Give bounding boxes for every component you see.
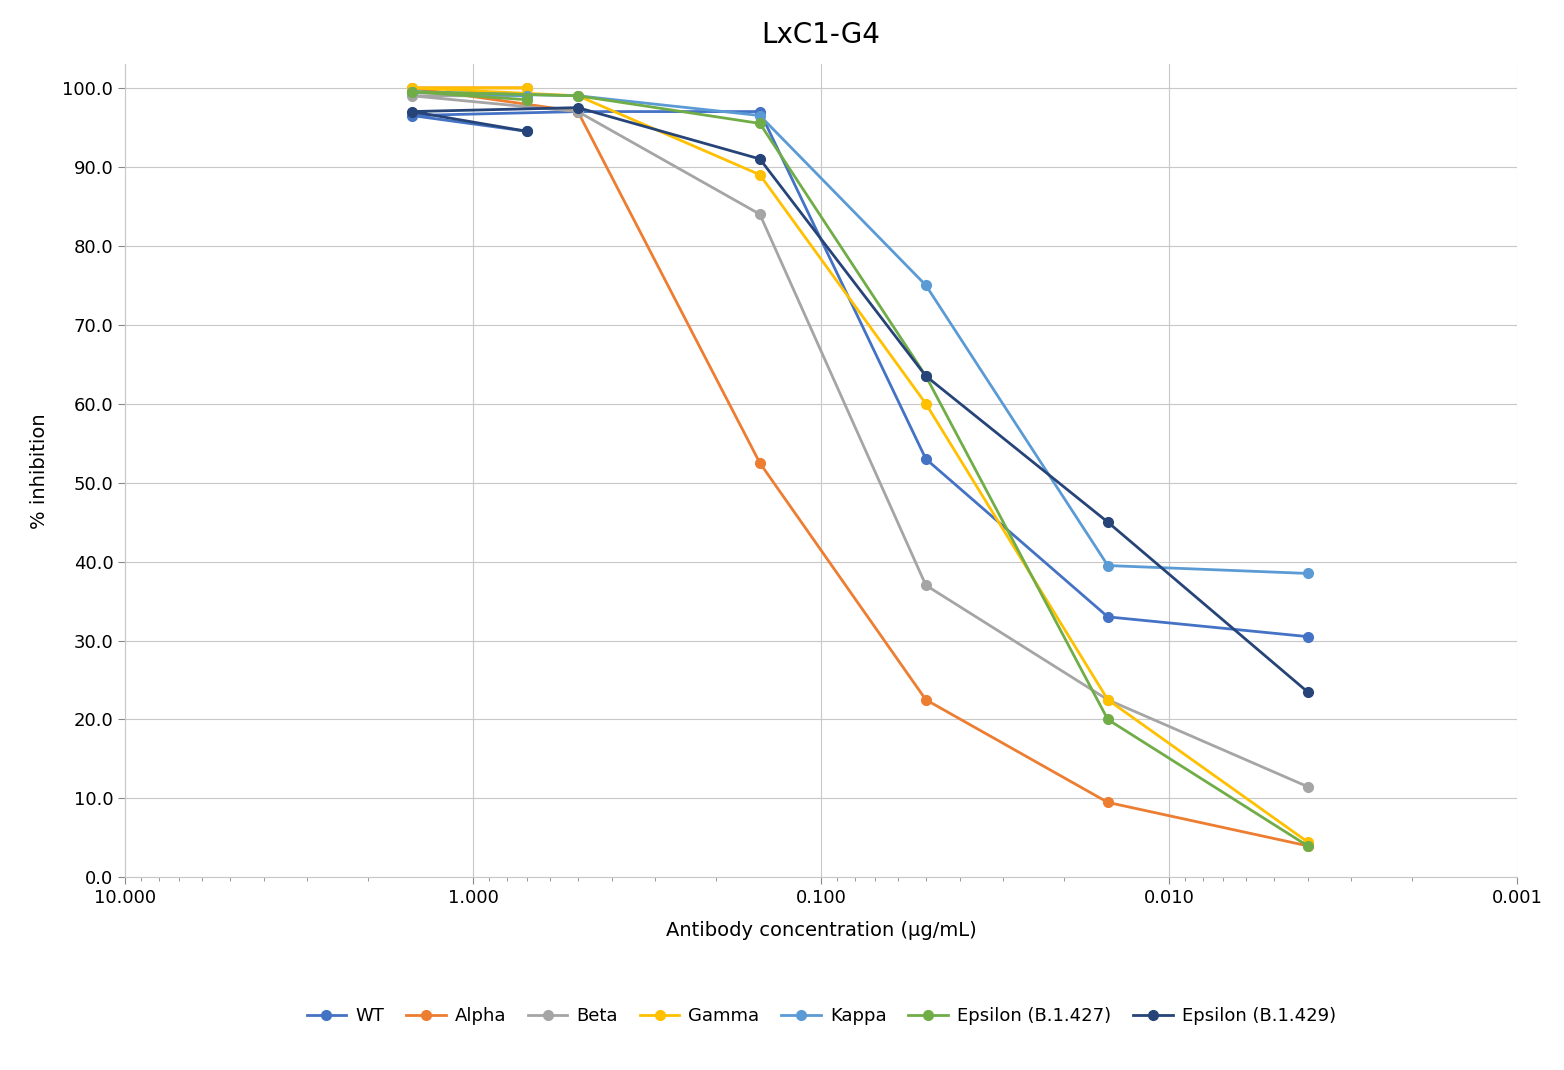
Line: Alpha: Alpha (407, 83, 1312, 851)
Kappa (1098, 560, 1117, 572)
Gamma (518, 81, 536, 94)
Epsilon (B.1.429) (518, 125, 536, 138)
Epsilon (B.1.429) (1298, 686, 1317, 699)
Line: Kappa: Kappa (407, 87, 1312, 578)
WT (402, 109, 421, 122)
Epsilon (B.1.427) (751, 117, 769, 129)
Epsilon (B.1.427) (402, 86, 421, 98)
Epsilon (B.1.427) (917, 369, 935, 382)
Gamma (1298, 836, 1317, 849)
Alpha (568, 105, 586, 118)
WT (568, 105, 586, 118)
Beta (518, 90, 536, 103)
Beta (1098, 693, 1117, 706)
Kappa (402, 86, 421, 98)
Alpha (402, 81, 421, 94)
Kappa (1298, 567, 1317, 580)
Kappa (751, 109, 769, 122)
WT (1098, 611, 1117, 624)
Gamma (917, 397, 935, 410)
Epsilon (B.1.429) (751, 153, 769, 166)
Beta (751, 208, 769, 220)
WT (751, 105, 769, 118)
Gamma (568, 90, 586, 103)
Title: LxC1-G4: LxC1-G4 (762, 21, 881, 49)
Beta (917, 579, 935, 592)
WT (1298, 630, 1317, 643)
Epsilon (B.1.429) (402, 105, 421, 118)
Line: Beta: Beta (407, 91, 1312, 792)
Line: WT: WT (407, 107, 1312, 641)
Epsilon (B.1.429) (568, 102, 586, 114)
Epsilon (B.1.429) (1098, 516, 1117, 529)
Alpha (917, 693, 935, 706)
Line: Epsilon (B.1.429): Epsilon (B.1.429) (407, 103, 1312, 697)
Kappa (568, 90, 586, 103)
WT (917, 453, 935, 465)
Alpha (1098, 796, 1117, 809)
Epsilon (B.1.427) (1298, 839, 1317, 852)
Epsilon (B.1.427) (568, 90, 586, 103)
Alpha (518, 81, 536, 94)
Beta (402, 90, 421, 103)
Epsilon (B.1.427) (1098, 713, 1117, 725)
Kappa (917, 279, 935, 292)
X-axis label: Antibody concentration (μg/mL): Antibody concentration (μg/mL) (666, 921, 976, 941)
Beta (1298, 780, 1317, 793)
Line: Epsilon (B.1.427): Epsilon (B.1.427) (407, 87, 1312, 851)
Alpha (1298, 839, 1317, 852)
Legend: WT, Alpha, Beta, Gamma, Kappa, Epsilon (B.1.427), Epsilon (B.1.429): WT, Alpha, Beta, Gamma, Kappa, Epsilon (… (299, 1000, 1343, 1033)
Beta (568, 105, 586, 118)
Gamma (751, 168, 769, 181)
WT (518, 125, 536, 138)
Line: Gamma: Gamma (407, 83, 1312, 846)
Y-axis label: % inhibition: % inhibition (30, 413, 48, 529)
Epsilon (B.1.429) (917, 369, 935, 382)
Kappa (518, 90, 536, 103)
Gamma (402, 81, 421, 94)
Gamma (1098, 693, 1117, 706)
Epsilon (B.1.427) (518, 93, 536, 106)
Alpha (751, 457, 769, 470)
